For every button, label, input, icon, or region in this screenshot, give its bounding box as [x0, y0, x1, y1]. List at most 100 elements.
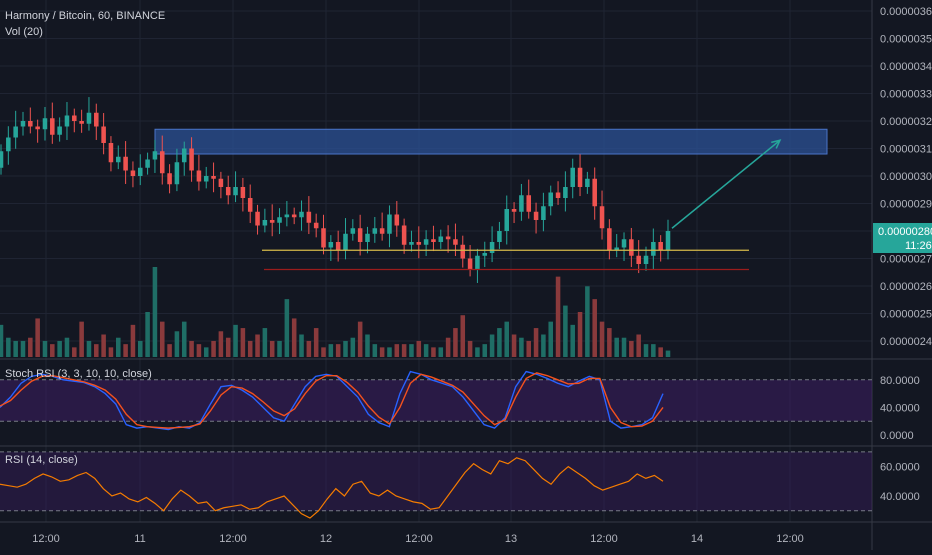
- volume-bar: [621, 337, 627, 357]
- candle-body: [629, 239, 634, 256]
- time-tick-label: 12:00: [219, 533, 247, 545]
- candle-body: [511, 209, 517, 212]
- volume-bar: [130, 324, 136, 357]
- volume-bar: [343, 340, 348, 357]
- volume-bar: [167, 344, 172, 357]
- candle-body: [35, 126, 40, 130]
- volume-bar: [541, 334, 546, 357]
- candle-body: [299, 211, 304, 218]
- volume-bar: [497, 328, 502, 357]
- candle-body: [13, 126, 18, 138]
- volume-bar: [108, 347, 114, 357]
- candle-body: [350, 228, 356, 234]
- volume-bar: [321, 347, 326, 357]
- volume-bar: [482, 344, 488, 357]
- stoch-tick-label: 40.0000: [880, 402, 920, 414]
- candle-body: [130, 170, 136, 176]
- volume-bar: [13, 340, 18, 357]
- candle-body: [460, 244, 466, 259]
- volume-bar: [262, 328, 268, 357]
- chart-title: Harmony / Bitcoin, 60, BINANCE: [5, 10, 165, 22]
- stoch-tick-label: 80.0000: [880, 375, 920, 387]
- volume-bar: [643, 344, 649, 357]
- candle-body: [467, 258, 473, 270]
- candle-body: [328, 242, 334, 248]
- volume-bar: [94, 344, 99, 357]
- last-price-badge: [873, 223, 932, 253]
- candle-body: [255, 211, 260, 226]
- candle-body: [526, 195, 532, 212]
- candle-body: [20, 121, 26, 127]
- candle-body: [108, 143, 114, 163]
- time-tick-label: 12:00: [405, 533, 433, 545]
- volume-bar: [658, 347, 663, 357]
- candle-body: [57, 126, 62, 135]
- volume-bar: [137, 340, 143, 357]
- rsi-line: [0, 457, 664, 519]
- volume-bar: [277, 340, 282, 357]
- candle-body: [533, 211, 539, 220]
- candle-body: [365, 233, 370, 242]
- volume-bar: [211, 340, 216, 357]
- candle-body: [203, 176, 209, 182]
- volume-bar: [665, 350, 671, 357]
- volume-bar: [20, 340, 26, 357]
- volume-bar: [460, 315, 466, 357]
- candle-body: [211, 176, 216, 179]
- volume-bar: [431, 347, 436, 357]
- volume-bar: [548, 321, 553, 357]
- volume-bar: [247, 340, 253, 357]
- candle-body: [445, 236, 451, 240]
- volume-bar: [555, 276, 561, 357]
- candle-body: [306, 211, 312, 223]
- candle-body: [621, 239, 627, 248]
- candle-body: [607, 228, 612, 251]
- candle-body: [636, 255, 641, 264]
- candle-body: [665, 231, 671, 251]
- time-tick-label: 13: [505, 533, 517, 545]
- candle-body: [277, 217, 282, 223]
- volume-bar: [28, 337, 33, 357]
- volume-bar: [607, 328, 612, 357]
- candle-body: [489, 242, 495, 253]
- candle-body: [269, 220, 275, 223]
- candle-body: [387, 214, 392, 234]
- candle-body: [145, 159, 150, 168]
- candle-body: [423, 239, 429, 245]
- volume-bar: [445, 337, 451, 357]
- candle-body: [519, 195, 524, 212]
- volume-bar: [629, 340, 634, 357]
- target-arrow-head: [771, 139, 782, 149]
- volume-bar: [350, 337, 356, 357]
- volume-bar: [387, 347, 392, 357]
- volume-bar: [189, 340, 194, 357]
- candle-body: [262, 220, 268, 226]
- candle-body: [614, 247, 619, 251]
- volume-bar: [423, 344, 429, 357]
- target-arrow: [671, 139, 781, 229]
- volume-bar: [196, 344, 202, 357]
- volume-bar: [291, 318, 297, 357]
- time-tick-label: 12:00: [590, 533, 618, 545]
- volume-bar: [35, 318, 40, 357]
- volume-bar: [64, 337, 70, 357]
- candle-body: [167, 173, 172, 185]
- volume-bar: [145, 312, 150, 357]
- volume-bar: [152, 267, 158, 357]
- volume-bar: [394, 344, 400, 357]
- resistance-zone: [154, 128, 828, 155]
- candle-body: [438, 236, 444, 242]
- candle-body: [431, 239, 436, 242]
- time-tick-label: 12:00: [32, 533, 60, 545]
- time-tick-label: 11: [134, 533, 145, 545]
- candle-body: [335, 242, 341, 251]
